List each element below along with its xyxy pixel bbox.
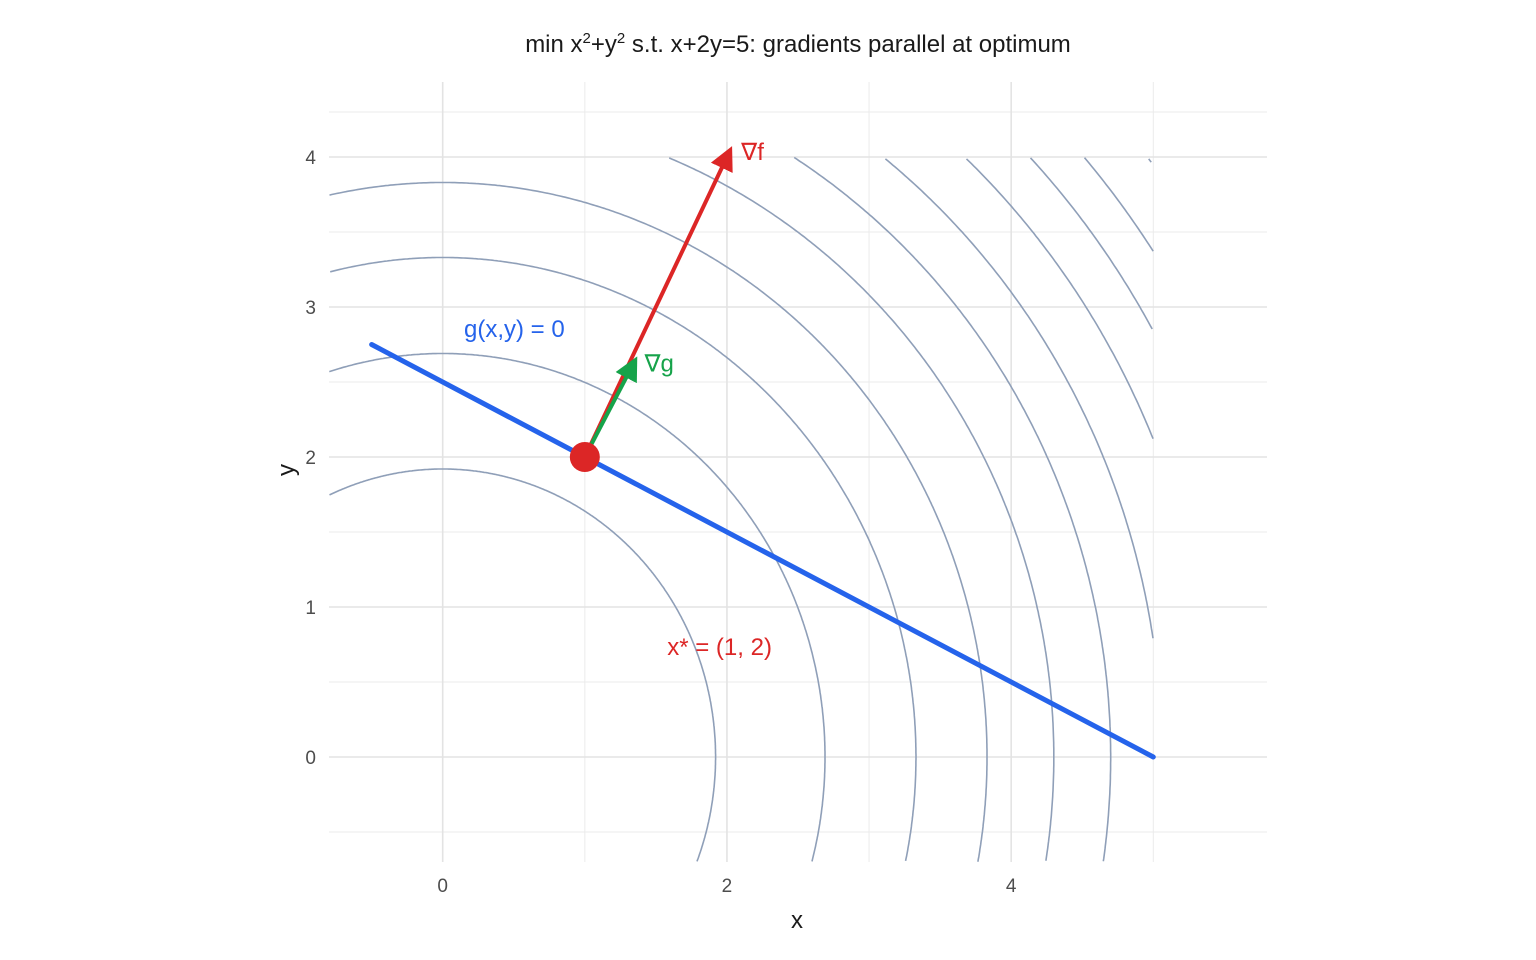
y-axis-ticks: 0 1 2 3 4 [305, 148, 316, 769]
y-tick-label: 3 [305, 298, 316, 319]
contour-line [1148, 158, 1152, 163]
optimum-point-group [569, 442, 600, 472]
contour-line [1029, 157, 1153, 330]
objective-contours [329, 156, 1154, 862]
contour-line [977, 757, 988, 862]
contour-line [965, 158, 1154, 440]
annotation-label: ∇f [740, 139, 764, 166]
annotation-label: ∇g [644, 351, 674, 378]
contour-line [884, 158, 1154, 639]
y-tick-label: 4 [305, 148, 316, 169]
contour-line [329, 181, 988, 757]
contour-line [811, 757, 826, 862]
contour-line [1083, 157, 1154, 252]
x-axis-ticks: 0 2 4 [437, 876, 1016, 897]
contour-line [330, 256, 917, 757]
contour-line [904, 757, 917, 862]
constraint-line-group [369, 342, 1156, 760]
x-tick-label: 0 [437, 876, 448, 897]
contour-line [793, 156, 1112, 757]
contour-line [329, 468, 717, 757]
contour-line [696, 757, 717, 862]
grad-g-arrow [583, 356, 638, 458]
contour-line [668, 157, 1055, 757]
annotation-label: g(x,y) = 0 [464, 316, 565, 343]
chart-title: min x2+y2 s.t. x+2y=5: gradients paralle… [525, 30, 1071, 58]
y-tick-label: 1 [305, 598, 316, 619]
y-axis-title: y [273, 464, 300, 476]
grad-f-arrow [583, 146, 733, 458]
y-tick-label: 2 [305, 448, 316, 469]
annotations: g(x,y) = 0 x* = (1, 2) ∇f ∇g [464, 139, 772, 661]
contour-line [329, 352, 826, 757]
x-tick-label: 2 [722, 876, 733, 897]
contour-line [1045, 757, 1055, 861]
x-tick-label: 4 [1006, 876, 1017, 897]
contour-line [1102, 757, 1112, 862]
x-axis-title: x [791, 907, 803, 934]
gradient-arrows [583, 146, 733, 458]
optimum-point [569, 442, 600, 472]
annotation-label: x* = (1, 2) [667, 634, 772, 661]
y-tick-label: 0 [305, 748, 316, 769]
constraint-line [369, 342, 1156, 760]
